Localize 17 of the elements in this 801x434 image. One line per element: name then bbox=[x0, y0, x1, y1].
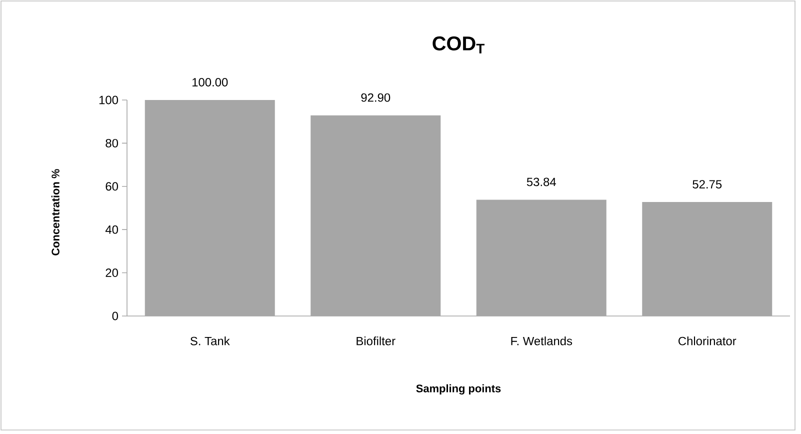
data-label: 53.84 bbox=[526, 178, 556, 186]
x-tick-label: S. Tank bbox=[190, 336, 230, 346]
y-axis-title: Concentration % bbox=[51, 169, 60, 256]
y-tick-label: 20 bbox=[106, 268, 118, 278]
y-tick-label: 60 bbox=[106, 182, 118, 191]
data-label: 92.90 bbox=[361, 93, 390, 102]
y-tick-label: 80 bbox=[106, 138, 118, 148]
chart-title: COD$_{T}$ bbox=[432, 36, 485, 54]
y-tick-label: 100 bbox=[99, 96, 118, 104]
data-label: 52.75 bbox=[692, 180, 722, 189]
data-label: 100.00 bbox=[192, 78, 228, 86]
x-tick-label: Chlorinator bbox=[678, 336, 736, 346]
x-tick-label: F. Wetlands bbox=[511, 336, 572, 346]
x-tick-label: Biofilter bbox=[356, 336, 396, 346]
y-tick-label: 40 bbox=[105, 225, 118, 234]
x-axis-title: Sampling points bbox=[416, 384, 501, 395]
y-tick-label: 0 bbox=[112, 312, 118, 320]
